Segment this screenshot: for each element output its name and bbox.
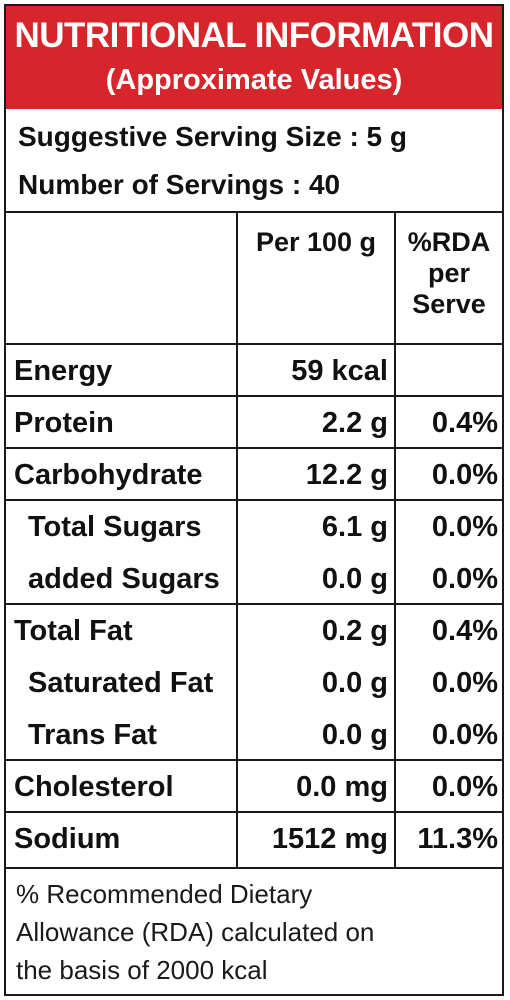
row-value-saturated-fat: 0.0 g	[321, 667, 388, 699]
footnote-line: the basis of 2000 kcal	[16, 955, 268, 985]
rda-header-line: %RDA	[407, 227, 491, 257]
row-name-carbohydrate: Carbohydrate	[14, 459, 203, 491]
rda-header-line: per	[427, 258, 471, 288]
column-header-rda: %RDA per Serve	[396, 227, 502, 320]
row-rda-saturated-fat: 0.0%	[431, 667, 498, 699]
row-name-added-sugars: added Sugars	[28, 563, 220, 595]
footnote-line: Allowance (RDA) calculated on	[16, 917, 375, 947]
serving-size: Suggestive Serving Size : 5 g	[18, 121, 408, 152]
row-rda-added-sugars: 0.0%	[431, 563, 498, 595]
row-rda-protein: 0.4%	[431, 407, 498, 439]
row-name-trans-fat: Trans Fat	[28, 719, 157, 751]
row-value-carbohydrate: 12.2 g	[305, 459, 388, 491]
row-value-trans-fat: 0.0 g	[321, 719, 388, 751]
serving-info: Suggestive Serving Size : 5 g Number of …	[6, 109, 502, 213]
row-rda-total-fat: 0.4%	[431, 615, 498, 647]
row-name-total-sugars: Total Sugars	[28, 511, 202, 543]
row-rda-trans-fat: 0.0%	[431, 719, 498, 751]
row-name-total-fat: Total Fat	[14, 615, 133, 647]
row-rda-sodium: 11.3%	[417, 823, 498, 855]
row-name-energy: Energy	[14, 355, 113, 387]
label-subtitle: (Approximate Values)	[105, 64, 403, 96]
table-divider	[6, 759, 502, 761]
column-divider	[236, 213, 238, 867]
row-rda-carbohydrate: 0.0%	[431, 459, 498, 491]
column-divider	[394, 213, 396, 867]
nutrition-table: Per 100 g %RDA per Serve Energy 59 kcal …	[6, 213, 502, 867]
label-title: NUTRITIONAL INFORMATION	[14, 16, 494, 55]
row-name-cholesterol: Cholesterol	[14, 771, 174, 803]
row-value-added-sugars: 0.0 g	[321, 563, 388, 595]
table-divider	[6, 447, 502, 449]
row-value-cholesterol: 0.0 mg	[296, 771, 388, 803]
row-name-saturated-fat: Saturated Fat	[28, 667, 214, 699]
row-name-sodium: Sodium	[14, 823, 121, 855]
row-value-energy: 59 kcal	[291, 355, 388, 387]
footnote-line: % Recommended Dietary	[16, 879, 313, 909]
rda-header-line: Serve	[412, 289, 486, 319]
row-rda-cholesterol: 0.0%	[431, 771, 498, 803]
nutrition-label: NUTRITIONAL INFORMATION (Approximate Val…	[4, 4, 504, 996]
table-divider	[6, 395, 502, 397]
label-header: NUTRITIONAL INFORMATION (Approximate Val…	[6, 6, 502, 109]
row-value-total-fat: 0.2 g	[321, 615, 388, 647]
number-of-servings: Number of Servings : 40	[18, 169, 341, 200]
table-divider	[6, 343, 502, 345]
table-divider	[6, 603, 502, 605]
row-rda-total-sugars: 0.0%	[431, 511, 498, 543]
column-header-per-100g: Per 100 g	[255, 227, 377, 257]
table-divider	[6, 499, 502, 501]
table-divider	[6, 811, 502, 813]
row-name-protein: Protein	[14, 407, 114, 439]
rda-footnote: % Recommended Dietary Allowance (RDA) ca…	[6, 867, 502, 994]
row-value-protein: 2.2 g	[321, 407, 388, 439]
row-rda-energy	[398, 345, 498, 397]
row-value-sodium: 1512 mg	[271, 823, 388, 855]
row-value-total-sugars: 6.1 g	[321, 511, 388, 543]
